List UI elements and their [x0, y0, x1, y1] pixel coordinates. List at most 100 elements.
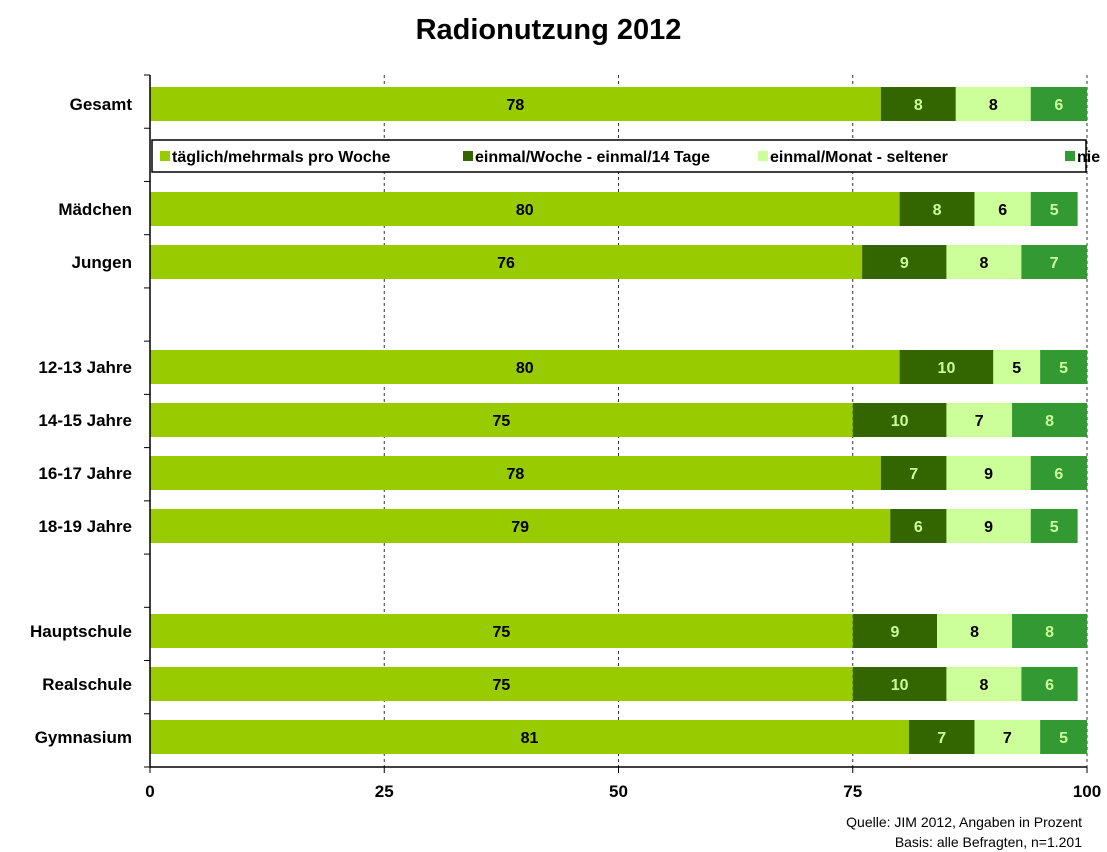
- data-label: 9: [984, 519, 993, 536]
- bar-segment: [1012, 403, 1087, 437]
- x-tick-label: 0: [145, 782, 154, 801]
- legend-label: einmal/Woche - einmal/14 Tage: [475, 149, 710, 166]
- bar-segment: [1030, 192, 1078, 226]
- bar-segment: [880, 456, 947, 490]
- bar-segment: [1030, 509, 1078, 543]
- bar-segment: [862, 245, 947, 279]
- chart-title: Radionutzung 2012: [415, 14, 682, 46]
- bar-segment: [946, 667, 1022, 701]
- legend-label: einmal/Monat - seltener: [770, 149, 948, 166]
- x-tick-label: 25: [375, 782, 394, 801]
- bar-segment: [946, 403, 1013, 437]
- data-label: 5: [1050, 519, 1059, 536]
- data-label: 8: [979, 255, 988, 272]
- bar-segment: [880, 87, 956, 121]
- data-label: 5: [1050, 202, 1059, 219]
- bar-segment: [150, 720, 909, 754]
- legend: täglich/mehrmals pro Woche einmal/Woche -…: [151, 139, 1100, 173]
- bar-segment: [1040, 720, 1087, 754]
- category-label: Jungen: [72, 253, 132, 272]
- bar-segment: [946, 245, 1022, 279]
- data-label: 8: [914, 97, 923, 114]
- data-label: 5: [1059, 730, 1068, 747]
- category-label: Mädchen: [58, 200, 132, 219]
- bar-segment: [974, 720, 1041, 754]
- bar-segment: [1040, 350, 1087, 384]
- data-label: 6: [998, 202, 1007, 219]
- data-label: 8: [933, 202, 942, 219]
- data-label: 7: [1003, 730, 1012, 747]
- data-label: 9: [984, 466, 993, 483]
- bar-segment: [150, 87, 881, 121]
- bar-segment: [993, 350, 1041, 384]
- bar-segment: [955, 87, 1031, 121]
- axes: 0 25 50 75 100: [144, 74, 1101, 801]
- data-label: 7: [937, 730, 946, 747]
- data-label: 76: [497, 255, 515, 272]
- data-label: 7: [975, 413, 984, 430]
- category-label: Hauptschule: [30, 622, 132, 641]
- category-label: 18-19 Jahre: [38, 517, 132, 536]
- data-label: 9: [900, 255, 909, 272]
- data-label: 79: [511, 519, 529, 536]
- data-label: 5: [1012, 360, 1021, 377]
- x-tick-label: 50: [609, 782, 628, 801]
- data-label: 78: [507, 97, 525, 114]
- bar-segment: [150, 403, 853, 437]
- data-label: 8: [1045, 413, 1054, 430]
- category-label: 14-15 Jahre: [38, 411, 132, 430]
- bar-row: 78 7 9 6: [150, 456, 1087, 490]
- bar-row: 80 10 5 5: [150, 350, 1087, 384]
- bar-segment: [946, 456, 1031, 490]
- bar-segment: [150, 245, 863, 279]
- bar-row: 76 9 8 7: [150, 245, 1087, 279]
- legend-label: nie: [1077, 149, 1100, 166]
- data-label: 7: [909, 466, 918, 483]
- bar-segment: [150, 192, 900, 226]
- bar-row: 75 10 7 8: [150, 403, 1087, 437]
- data-label: 6: [1054, 466, 1063, 483]
- data-label: 78: [507, 466, 525, 483]
- data-label: 8: [979, 677, 988, 694]
- data-label: 6: [1045, 677, 1054, 694]
- bar-row: 81 7 7 5: [150, 720, 1087, 754]
- data-label: 9: [890, 624, 899, 641]
- bar-segment: [150, 614, 853, 648]
- bar-segment: [890, 509, 947, 543]
- legend-swatch: [160, 151, 170, 161]
- data-label: 75: [492, 413, 510, 430]
- bar-segment: [899, 192, 975, 226]
- category-label: Gesamt: [70, 95, 133, 114]
- bar-segment: [937, 614, 1013, 648]
- data-label: 80: [516, 202, 534, 219]
- legend-swatch: [463, 151, 473, 161]
- data-label: 81: [521, 730, 539, 747]
- bar-segment: [150, 456, 881, 490]
- bar-segment: [1012, 614, 1087, 648]
- data-label: 8: [989, 97, 998, 114]
- bar-row: 80 8 6 5: [150, 192, 1078, 226]
- bar-segment: [974, 192, 1031, 226]
- data-label: 10: [891, 677, 909, 694]
- category-label: 16-17 Jahre: [38, 464, 132, 483]
- gridlines: [383, 75, 1088, 767]
- source-note: Quelle: JIM 2012, Angaben in Prozent: [846, 814, 1082, 830]
- data-label: 5: [1059, 360, 1068, 377]
- bar-segment: [852, 667, 947, 701]
- data-label: 10: [938, 360, 956, 377]
- x-tick-label: 100: [1073, 782, 1101, 801]
- category-label: 12-13 Jahre: [38, 358, 132, 377]
- data-label: 6: [914, 519, 923, 536]
- bar-segment: [946, 509, 1031, 543]
- basis-note: Basis: alle Befragten, n=1.201: [894, 834, 1082, 850]
- bar-segment: [852, 403, 947, 437]
- legend-box: [151, 139, 1087, 173]
- x-tick-label: 75: [843, 782, 862, 801]
- bar-segment: [1021, 245, 1087, 279]
- category-label: Realschule: [42, 675, 132, 694]
- bar-segment: [1021, 667, 1078, 701]
- data-label: 7: [1050, 255, 1059, 272]
- data-label: 10: [891, 413, 909, 430]
